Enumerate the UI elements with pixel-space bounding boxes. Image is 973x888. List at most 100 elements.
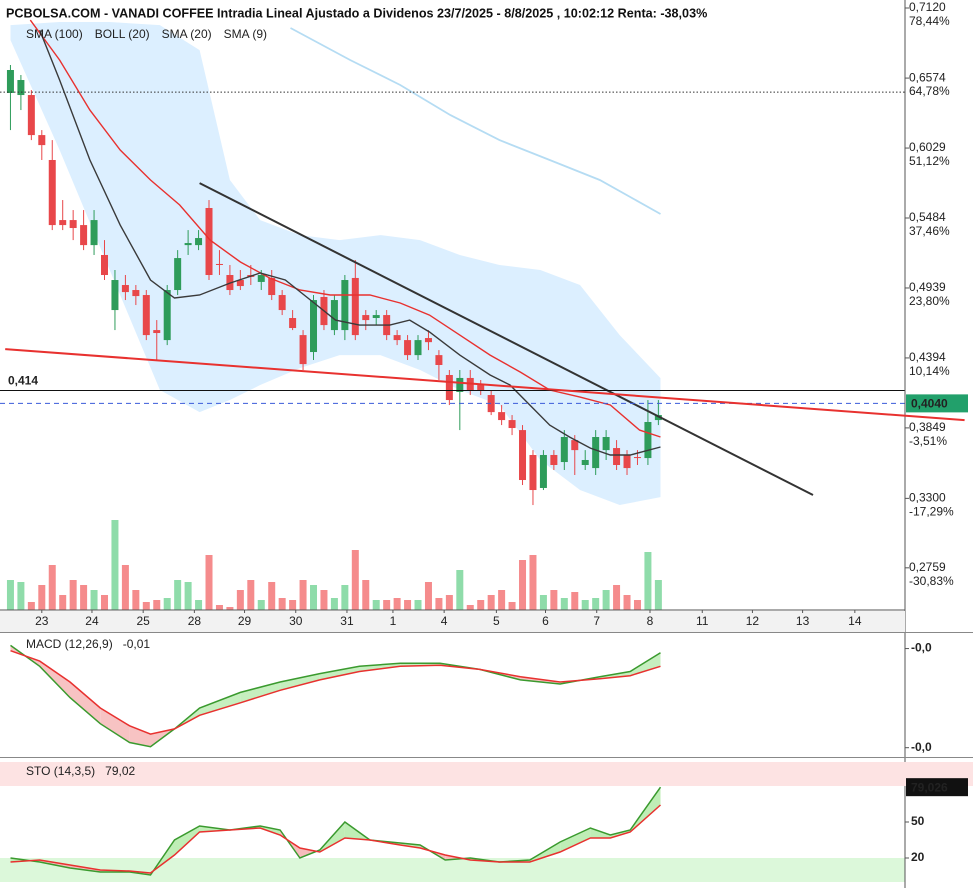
x-tick-label: 28	[188, 614, 202, 628]
y-tick-label: 0,6574	[909, 70, 946, 84]
macd-panel	[10, 644, 661, 748]
volume-bar	[560, 598, 568, 610]
candle-body	[6, 70, 14, 93]
volume-bar	[633, 600, 641, 610]
trend-line	[5, 348, 965, 422]
volume-bar	[571, 592, 579, 610]
volume-bar	[508, 602, 516, 610]
volume-bar	[121, 565, 129, 610]
candle-body	[38, 135, 46, 146]
y-tick-label: 0,4394	[909, 350, 946, 364]
volume-bar	[247, 580, 255, 610]
y-tick-label: 0,3300	[909, 491, 946, 505]
value-box	[906, 778, 968, 797]
fill-between	[319, 666, 360, 680]
y2-tick-label: -30,83%	[909, 574, 954, 588]
legend-entry: SMA (100)	[26, 27, 83, 41]
indicator-title: STO (14,3,5)	[26, 764, 95, 778]
volume-bar	[59, 595, 67, 610]
y2-tick-label: 51,12%	[909, 154, 950, 168]
candle-body	[236, 280, 244, 287]
fill-between	[560, 828, 591, 852]
x-tick-label: 30	[289, 614, 303, 628]
volume-bar	[424, 582, 432, 610]
candle-body	[278, 295, 286, 311]
volume-bar	[226, 607, 234, 610]
candle-body	[404, 340, 412, 356]
candle-body	[205, 208, 213, 276]
candle-body	[519, 430, 527, 481]
candle-body	[581, 459, 589, 465]
candle-body	[215, 263, 223, 265]
fill-between	[70, 682, 101, 724]
candle-body	[571, 440, 579, 451]
candle-body	[435, 355, 443, 365]
volume-bar	[372, 600, 380, 610]
candle-body	[414, 340, 422, 356]
candle-body	[529, 454, 537, 491]
candle-body	[393, 335, 401, 341]
volume-bar	[341, 585, 349, 610]
value-box-label: 79,026	[911, 780, 948, 794]
y2-tick-label: -3,51%	[909, 434, 947, 448]
volume-bar	[236, 590, 244, 610]
candle-body	[362, 315, 370, 321]
volume-bar	[393, 598, 401, 610]
candle-body	[121, 285, 129, 293]
volume-bar	[101, 595, 109, 610]
x-tick-label: 14	[848, 614, 862, 628]
level-label: 0,414	[8, 374, 38, 388]
candle-body	[184, 243, 192, 246]
y2-tick-label: 64,78%	[909, 84, 950, 98]
x-tick-label: 1	[390, 614, 397, 628]
volume-bar	[351, 550, 359, 610]
x-tick-label: 12	[746, 614, 760, 628]
volume-bar	[456, 570, 464, 610]
candle-body	[633, 457, 641, 459]
candle-body	[644, 421, 652, 459]
volume-bar	[268, 582, 276, 610]
volume-bar	[278, 598, 286, 610]
moving-average-line	[29, 19, 661, 438]
volume-bar	[592, 598, 600, 610]
candle-body	[487, 395, 495, 413]
x-tick-label: 23	[35, 614, 49, 628]
y-tick-label: 0,3849	[909, 420, 946, 434]
candle-body	[69, 220, 77, 229]
candle-body	[372, 315, 380, 319]
x-tick-label: 8	[647, 614, 654, 628]
candle-body	[602, 437, 610, 451]
volume-bar	[215, 605, 223, 610]
y-tick-label: 0,4939	[909, 280, 946, 294]
candle-body	[341, 280, 349, 331]
y-tick-label: 0,5484	[909, 210, 946, 224]
y2-tick-label: -17,29%	[909, 505, 954, 519]
x-tick-label: 29	[238, 614, 252, 628]
y-tick-label: -0,0	[911, 740, 932, 754]
volume-bar	[383, 600, 391, 610]
candle-body	[424, 338, 432, 343]
candle-body	[80, 225, 88, 246]
x-tick-label: 25	[136, 614, 150, 628]
volume-bar	[330, 598, 338, 610]
price-box-label: 0,4040	[911, 397, 948, 411]
trend-line	[199, 182, 814, 496]
volume-bar	[519, 560, 527, 610]
candle-body	[592, 437, 600, 469]
fill-between	[199, 692, 241, 716]
volume-bar	[498, 590, 506, 610]
candle-body	[498, 412, 506, 421]
candle-body	[299, 335, 307, 365]
fill-between	[174, 826, 200, 855]
x-tick-label: 31	[340, 614, 354, 628]
moving-average-line	[39, 29, 661, 456]
y-tick-label: 0,7120	[909, 0, 946, 14]
candle-body	[613, 448, 621, 465]
y-tick-label: 20	[911, 850, 925, 864]
x-tick-label: 24	[85, 614, 99, 628]
price-panel	[0, 19, 905, 610]
candle-body	[163, 290, 171, 341]
candle-body	[257, 275, 265, 282]
y2-tick-label: 37,46%	[909, 224, 950, 238]
